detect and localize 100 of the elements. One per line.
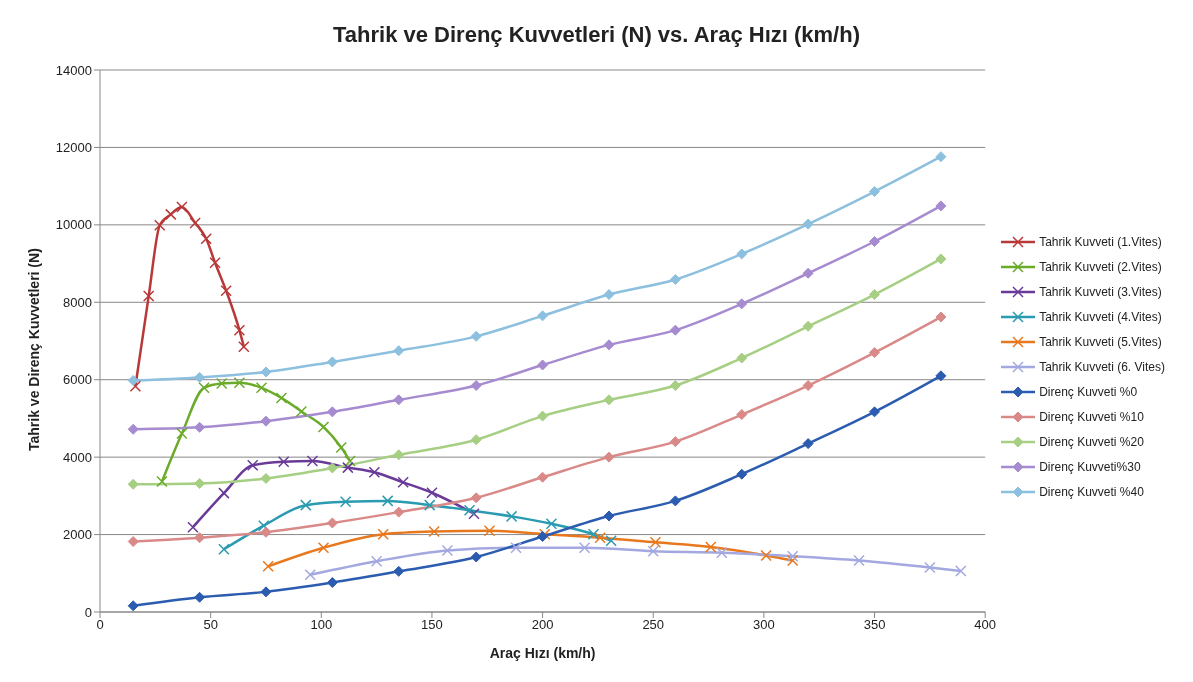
point <box>300 499 312 511</box>
y-tick-label: 6000 <box>63 372 92 388</box>
point <box>127 478 139 490</box>
point <box>246 459 259 472</box>
point <box>605 535 617 547</box>
point <box>470 551 482 563</box>
point <box>127 374 139 386</box>
point <box>381 495 394 507</box>
point <box>441 544 454 557</box>
point <box>760 549 772 562</box>
point <box>260 415 272 427</box>
legend-label: Tahrik Kuvveti (4.Vites) <box>1039 310 1162 324</box>
point <box>277 456 290 468</box>
x-tick-label: 250 <box>642 617 665 633</box>
point <box>393 345 405 357</box>
x-axis-title: Araç Hızı (km/h) <box>489 645 596 661</box>
point <box>603 451 615 463</box>
point <box>510 541 522 554</box>
point <box>470 330 482 342</box>
point <box>716 547 728 559</box>
point <box>470 434 482 446</box>
legend-label: Tahrik Kuvveti (5.Vites) <box>1039 335 1162 349</box>
point <box>802 218 814 230</box>
point <box>669 380 681 392</box>
point <box>802 267 814 279</box>
point <box>326 356 338 368</box>
chart-title: Tahrik ve Direnç Kuvvetleri (N) vs. Araç Hızı (km/h) <box>332 21 861 49</box>
point <box>869 186 881 198</box>
point <box>705 541 717 553</box>
point <box>344 455 356 467</box>
point <box>603 289 615 301</box>
point <box>393 506 405 518</box>
point <box>194 532 206 544</box>
point <box>537 310 549 322</box>
point <box>935 311 947 323</box>
legend-label: Direnç Kuvveti %20 <box>1039 435 1144 449</box>
point <box>260 366 272 378</box>
point <box>142 290 155 302</box>
legend-label: Tahrik Kuvveti (2.Vites) <box>1039 260 1162 274</box>
point <box>802 320 814 332</box>
point <box>483 524 496 537</box>
point <box>603 510 615 522</box>
point <box>736 248 748 260</box>
point <box>326 462 338 474</box>
point <box>669 436 681 448</box>
point <box>233 377 246 389</box>
y-tick-label: 10000 <box>55 217 92 233</box>
x-tick-label: 100 <box>310 617 333 633</box>
point <box>393 394 405 406</box>
x-tick-label: 0 <box>96 617 104 633</box>
legend-label: Direnç Kuvveti%30 <box>1039 460 1141 474</box>
y-tick-label: 4000 <box>63 449 92 465</box>
point <box>233 324 246 336</box>
point <box>156 475 168 488</box>
point <box>127 423 139 435</box>
point <box>326 406 338 418</box>
point <box>393 565 405 577</box>
point <box>304 569 316 581</box>
y-tick-label: 12000 <box>55 140 92 156</box>
point <box>935 151 947 163</box>
point <box>955 565 967 577</box>
point <box>306 455 319 467</box>
legend-label: Direnç Kuvveti %10 <box>1039 410 1144 424</box>
point <box>255 382 268 394</box>
legend-label: Tahrik Kuvveti (1.Vites) <box>1039 235 1162 249</box>
point <box>176 427 188 440</box>
point <box>736 409 748 421</box>
point <box>218 543 230 556</box>
point <box>649 536 662 549</box>
point <box>154 219 166 231</box>
point <box>189 217 201 229</box>
point <box>853 554 865 567</box>
point <box>317 541 330 554</box>
x-tick-label: 350 <box>863 617 886 633</box>
point <box>198 382 210 394</box>
point <box>537 410 549 422</box>
point <box>326 517 338 529</box>
point <box>368 466 381 478</box>
point <box>470 380 482 392</box>
point <box>578 541 591 554</box>
point <box>295 405 308 418</box>
point <box>869 406 881 418</box>
x-tick-label: 200 <box>531 617 554 633</box>
point <box>537 359 549 371</box>
point <box>342 461 354 474</box>
point <box>587 528 600 540</box>
point <box>935 370 947 382</box>
point <box>802 380 814 392</box>
point <box>505 510 518 523</box>
point <box>786 550 799 562</box>
legend-label: Direnç Kuvveti %40 <box>1039 485 1144 499</box>
point <box>423 499 436 511</box>
point <box>218 487 230 499</box>
y-tick-label: 2000 <box>63 527 92 543</box>
point <box>594 531 606 544</box>
point <box>463 504 476 516</box>
point <box>127 600 139 612</box>
point <box>736 298 748 310</box>
point <box>802 438 814 450</box>
y-axis-title: Tahrik ve Direnç Kuvvetleri (N) <box>25 248 42 451</box>
